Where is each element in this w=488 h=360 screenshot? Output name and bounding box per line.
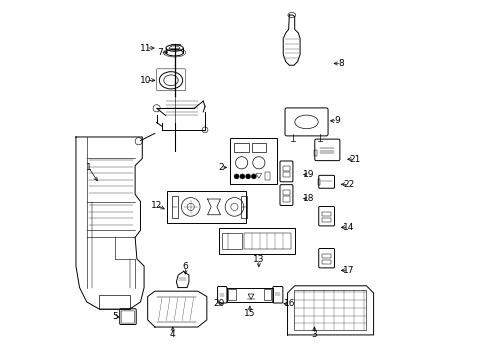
Bar — [222, 233, 242, 249]
Text: 15: 15 — [244, 309, 255, 318]
Text: 20: 20 — [213, 299, 224, 308]
Text: 8: 8 — [338, 59, 344, 68]
Bar — [244, 233, 290, 249]
Text: 11: 11 — [140, 44, 151, 53]
Bar — [234, 143, 248, 152]
Bar — [219, 228, 294, 253]
Circle shape — [239, 174, 244, 179]
Bar — [265, 172, 270, 180]
Bar — [317, 179, 320, 185]
Bar — [172, 196, 178, 219]
Bar — [264, 289, 271, 300]
Text: 13: 13 — [253, 255, 264, 264]
Circle shape — [245, 174, 250, 179]
Bar — [321, 260, 330, 264]
Text: 17: 17 — [342, 266, 353, 275]
Bar — [230, 138, 276, 184]
Bar — [282, 197, 289, 202]
Bar — [226, 288, 273, 302]
Text: 3: 3 — [311, 330, 317, 339]
Circle shape — [234, 174, 239, 179]
Text: 12: 12 — [151, 201, 162, 210]
Text: 9: 9 — [334, 116, 340, 125]
Text: 4: 4 — [170, 330, 175, 339]
Text: 7: 7 — [157, 48, 163, 57]
Text: 14: 14 — [342, 223, 353, 232]
Bar — [314, 150, 316, 156]
Bar — [282, 166, 289, 171]
Bar — [99, 295, 129, 309]
Text: 10: 10 — [140, 76, 151, 85]
Bar — [251, 143, 265, 152]
Text: 22: 22 — [342, 180, 353, 189]
Bar — [241, 196, 246, 219]
Text: 1: 1 — [85, 163, 91, 172]
Text: 19: 19 — [303, 170, 314, 179]
Bar — [282, 172, 289, 177]
Text: 16: 16 — [283, 299, 294, 308]
Bar — [321, 253, 330, 258]
Bar — [282, 190, 289, 195]
Bar — [321, 218, 330, 222]
Bar — [321, 212, 330, 216]
Text: 18: 18 — [303, 194, 314, 203]
Text: 6: 6 — [182, 262, 188, 271]
Bar — [228, 289, 236, 300]
Text: 2: 2 — [218, 163, 224, 172]
Text: 5: 5 — [112, 312, 117, 321]
Text: 21: 21 — [348, 155, 360, 164]
Circle shape — [251, 174, 256, 179]
Bar — [167, 191, 246, 223]
Bar — [293, 291, 366, 330]
